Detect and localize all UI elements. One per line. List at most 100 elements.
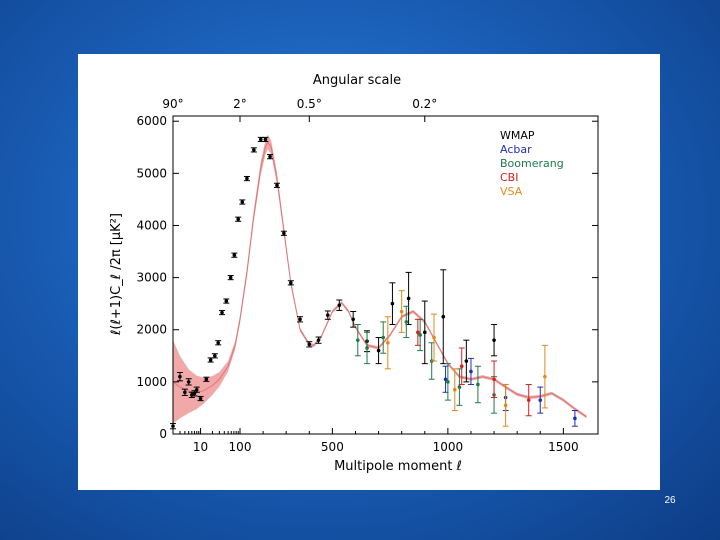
plot-frame — [172, 115, 599, 435]
point-marker — [252, 148, 256, 152]
model-error-band — [173, 134, 587, 424]
point-marker — [453, 387, 457, 392]
data-point-wmap — [170, 423, 176, 430]
data-point-acbar — [467, 357, 474, 385]
data-point-wmap — [257, 136, 264, 143]
data-point-cbi — [491, 360, 498, 399]
top-tick-label: 0.2° — [412, 97, 437, 111]
model-band-area — [173, 134, 587, 424]
top-tick-label: 0.5° — [297, 97, 322, 111]
data-point-boomerang — [380, 321, 387, 354]
point-marker — [194, 387, 199, 392]
data-point-wmap — [315, 336, 322, 344]
point-marker — [573, 416, 577, 421]
data-point-wmap — [280, 230, 287, 236]
point-marker — [204, 377, 209, 382]
point-marker — [476, 382, 480, 387]
point-marker — [282, 231, 286, 236]
y-axis-label: ℓ(ℓ+1)C_ℓ /2π [μK²] — [109, 213, 124, 336]
point-marker — [186, 380, 191, 384]
x-tick-label: 1000 — [433, 440, 464, 454]
data-point-acbar — [571, 410, 578, 427]
point-marker — [443, 377, 448, 382]
data-point-wmap — [262, 136, 269, 143]
data-point-wmap — [227, 275, 234, 281]
top-tick-label: 2° — [233, 97, 247, 111]
data-point-wmap — [306, 341, 313, 348]
legend-entry-boomerang: Boomerang — [500, 157, 564, 170]
data-point-wmap — [350, 310, 357, 328]
data-point-wmap — [207, 357, 214, 363]
data-point-wmap — [421, 300, 428, 365]
point-marker — [503, 403, 508, 408]
point-marker — [289, 281, 293, 285]
data-point-wmap — [273, 182, 280, 188]
point-marker — [492, 338, 496, 342]
y-tick-label: 0 — [159, 427, 167, 441]
slide-number: 26 — [664, 495, 676, 506]
x-tick-label: 1500 — [548, 440, 579, 454]
model-curve-line — [172, 141, 587, 418]
legend-entry-acbar: Acbar — [500, 143, 532, 156]
top-tick-label: 90° — [162, 97, 183, 111]
data-point-wmap — [176, 371, 183, 382]
data-points — [170, 136, 578, 430]
data-point-vsa — [431, 313, 438, 362]
point-marker — [459, 364, 464, 369]
point-marker — [526, 398, 531, 402]
slide-content-panel: 0 1000 2000 3000 4000 5000 6000 10 100 500 1000 150… — [78, 54, 660, 490]
point-marker — [245, 176, 249, 181]
data-point-acbar — [537, 386, 544, 414]
data-point-wmap — [181, 388, 188, 396]
point-marker — [236, 217, 240, 222]
point-marker — [307, 342, 312, 347]
data-point-wmap — [231, 252, 238, 258]
point-marker — [422, 330, 427, 335]
point-marker — [213, 354, 217, 358]
point-marker — [240, 200, 245, 204]
point-marker — [399, 309, 404, 314]
data-point-boomerang — [474, 365, 481, 404]
y-tick-label: 6000 — [136, 114, 167, 128]
data-point-wmap — [389, 282, 396, 326]
x-axis-label: Multipole moment ℓ — [334, 459, 462, 474]
data-point-wmap — [211, 353, 218, 359]
chart: 0 1000 2000 3000 4000 5000 6000 10 100 500 1000 150… — [109, 73, 599, 474]
point-marker — [386, 340, 390, 345]
point-marker — [316, 338, 321, 342]
data-point-vsa — [384, 316, 391, 370]
data-point-wmap — [267, 154, 274, 160]
point-marker — [457, 385, 462, 389]
point-marker — [446, 380, 450, 384]
point-marker — [381, 335, 386, 340]
data-point-wmap — [193, 386, 200, 393]
data-point-boomerang — [403, 305, 410, 339]
y-tick-label: 3000 — [136, 271, 167, 285]
x-tick-label: 10 — [193, 440, 208, 454]
point-marker — [198, 396, 203, 401]
point-marker — [178, 374, 182, 379]
data-point-wmap — [440, 269, 447, 365]
y-tick-label: 1000 — [136, 375, 167, 389]
point-marker — [432, 335, 436, 340]
point-marker — [268, 154, 272, 159]
point-marker — [337, 303, 342, 308]
model-curve — [172, 141, 587, 418]
point-marker — [258, 137, 263, 142]
legend-entry-cbi: CBI — [500, 171, 518, 184]
point-marker — [228, 275, 233, 280]
point-marker — [469, 369, 473, 374]
data-point-vsa — [451, 368, 458, 412]
data-point-wmap — [250, 147, 257, 153]
point-marker — [464, 359, 469, 363]
data-point-wmap — [243, 175, 250, 182]
data-point-wmap — [405, 271, 412, 326]
data-point-vsa — [502, 383, 509, 427]
y-tick-label: 4000 — [136, 218, 167, 232]
data-point-wmap — [375, 337, 382, 365]
point-marker — [365, 346, 369, 350]
data-point-vsa — [398, 290, 405, 333]
point-marker — [208, 358, 213, 362]
point-marker — [355, 338, 360, 342]
